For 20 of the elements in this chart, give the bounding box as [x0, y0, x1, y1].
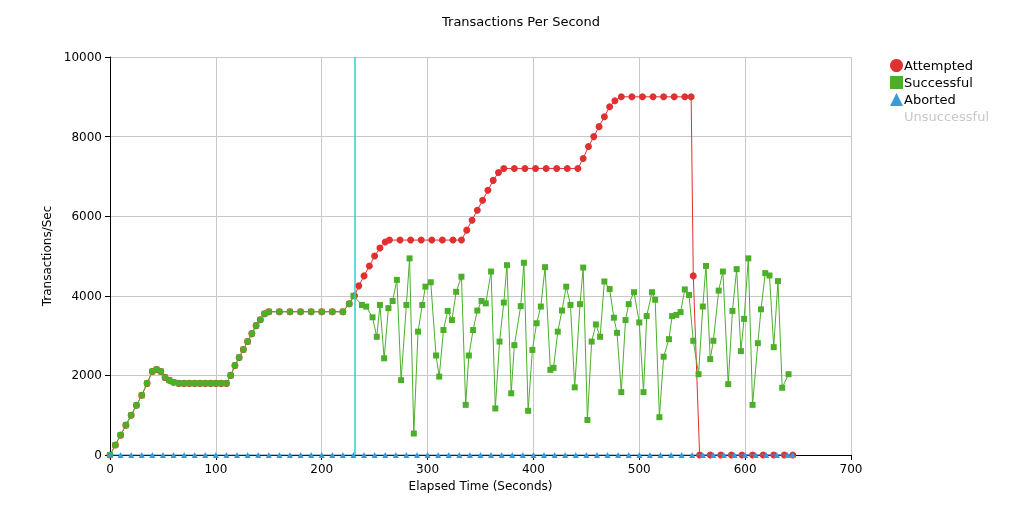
legend-label: Aborted [904, 92, 956, 107]
x-tick-label: 400 [521, 462, 545, 476]
y-axis-title: Transactions/Sec [39, 205, 54, 308]
x-tick-label: 300 [416, 462, 440, 476]
x-tick-label: 200 [310, 462, 334, 476]
y-tick-label: 8000 [71, 129, 102, 144]
x-tick-label: 600 [733, 462, 757, 476]
x-tick-label: 0 [106, 462, 114, 476]
chart-title: Transactions Per Second [441, 14, 600, 29]
x-tick-label: 100 [204, 462, 228, 476]
x-tick-label: 500 [627, 462, 651, 476]
y-tick-label: 0 [94, 448, 102, 462]
legend-label: Successful [904, 75, 973, 90]
y-tick-label: 2000 [71, 368, 102, 383]
x-tick-label: 700 [839, 462, 863, 476]
y-tick-label: 4000 [71, 288, 102, 303]
x-axis-title: Elapsed Time (Seconds) [408, 478, 553, 493]
y-tick-label: 6000 [71, 209, 102, 224]
legend-label: Attempted [904, 58, 974, 73]
y-tick-label: 10000 [63, 50, 102, 64]
